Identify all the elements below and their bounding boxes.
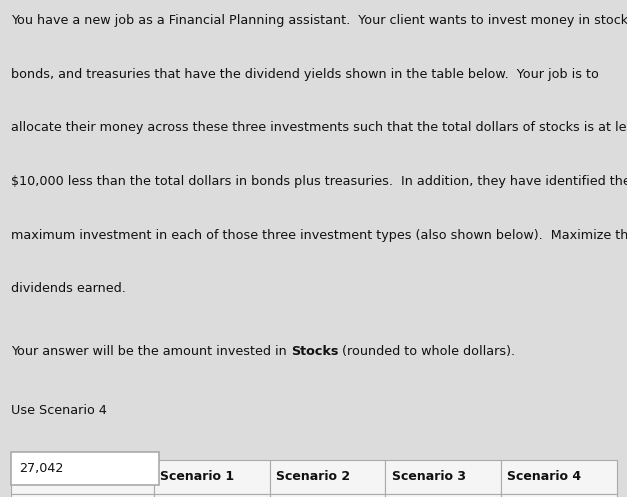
Text: $10,000 less than the total dollars in bonds plus treasuries.  In addition, they: $10,000 less than the total dollars in b…	[11, 175, 627, 188]
Bar	[501, 494, 617, 497]
Text: Your answer will be the amount invested in: Your answer will be the amount invested …	[11, 345, 291, 358]
Text: Scenario 1: Scenario 1	[160, 470, 234, 483]
Bar	[154, 494, 270, 497]
Bar	[501, 460, 617, 494]
Text: Scenario 4: Scenario 4	[507, 470, 582, 483]
Bar	[11, 494, 154, 497]
Text: Scenario 2: Scenario 2	[276, 470, 350, 483]
Text: You have a new job as a Financial Planning assistant.  Your client wants to inve: You have a new job as a Financial Planni…	[11, 14, 627, 27]
Text: (rounded to whole dollars).: (rounded to whole dollars).	[339, 345, 515, 358]
Text: Scenario 3: Scenario 3	[392, 470, 466, 483]
Bar	[270, 494, 386, 497]
Text: dividends earned.: dividends earned.	[11, 282, 126, 295]
Text: maximum investment in each of those three investment types (also shown below).  : maximum investment in each of those thre…	[11, 229, 627, 242]
Bar	[386, 494, 501, 497]
Text: allocate their money across these three investments such that the total dollars : allocate their money across these three …	[11, 121, 627, 134]
Text: Use Scenario 4: Use Scenario 4	[11, 404, 107, 416]
Bar	[270, 460, 386, 494]
Bar	[154, 460, 270, 494]
Text: 27,042: 27,042	[19, 462, 63, 475]
Text: bonds, and treasuries that have the dividend yields shown in the table below.  Y: bonds, and treasuries that have the divi…	[11, 68, 599, 81]
Bar	[11, 460, 154, 494]
Text: Stocks: Stocks	[291, 345, 339, 358]
Bar	[386, 460, 501, 494]
Bar	[11, 452, 159, 485]
